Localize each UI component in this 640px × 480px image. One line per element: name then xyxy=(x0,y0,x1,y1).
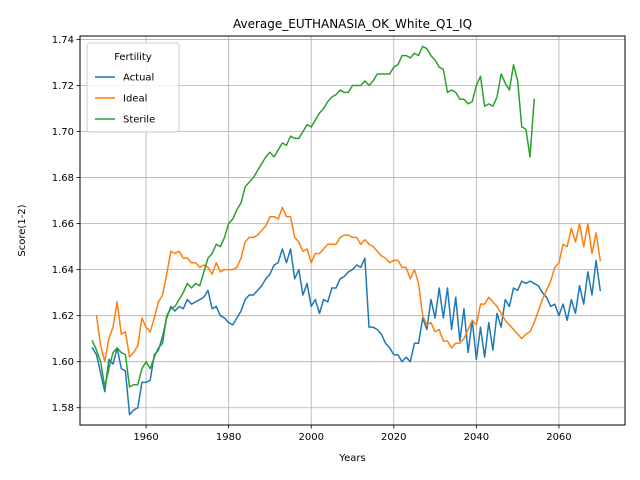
x-tick-label: 2020 xyxy=(381,432,406,443)
series-line-sterile xyxy=(91,45,535,388)
legend-label-ideal: Ideal xyxy=(123,94,147,105)
y-tick-label: 1.58 xyxy=(52,403,74,414)
series-line-actual xyxy=(91,248,602,416)
y-tick-label: 1.62 xyxy=(52,311,74,322)
y-tick-label: 1.66 xyxy=(52,219,74,230)
legend-entries: Actual Ideal Sterile xyxy=(95,73,155,126)
chart-title: Average_EUTHANASIA_OK_White_Q1_IQ xyxy=(233,17,472,31)
y-tick-label: 1.64 xyxy=(52,265,74,276)
y-tick-label: 1.60 xyxy=(52,357,74,368)
legend-label-sterile: Sterile xyxy=(123,115,155,126)
y-tick-label: 1.68 xyxy=(52,173,74,184)
y-tick-label: 1.72 xyxy=(52,81,74,92)
x-axis: 1960 1980 2000 2020 2040 2060 xyxy=(133,425,572,443)
x-axis-label: Years xyxy=(338,453,365,464)
y-axis: 1.58 1.60 1.62 1.64 1.66 1.68 1.70 1.72 1.74 xyxy=(52,35,80,414)
y-axis-label: Score(1-2) xyxy=(17,204,28,256)
y-tick-label: 1.70 xyxy=(52,127,74,138)
plot-series xyxy=(91,45,602,416)
y-tick-label: 1.74 xyxy=(52,35,74,46)
x-tick-label: 2060 xyxy=(546,432,571,443)
x-tick-label: 2000 xyxy=(298,432,323,443)
x-tick-label: 1960 xyxy=(133,432,158,443)
legend-label-actual: Actual xyxy=(123,73,154,84)
x-tick-label: 1980 xyxy=(216,432,241,443)
x-tick-label: 2040 xyxy=(464,432,489,443)
series-line-ideal xyxy=(95,206,602,363)
legend: Fertility Actual Ideal Sterile xyxy=(86,42,180,133)
legend-title: Fertility xyxy=(114,52,152,63)
plot-frame xyxy=(79,35,626,426)
legend-box xyxy=(86,42,180,133)
